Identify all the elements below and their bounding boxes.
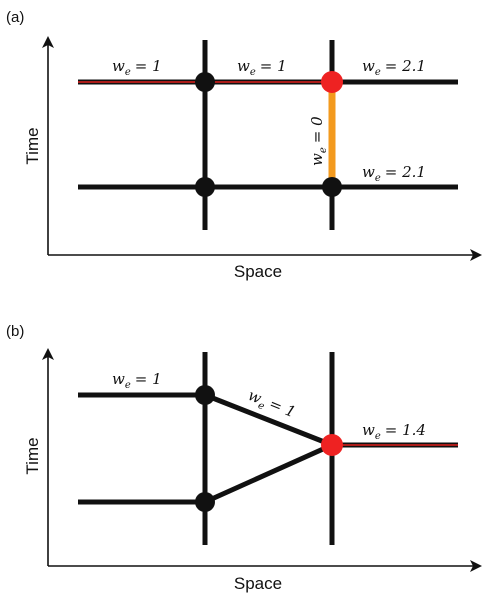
panel-b-edge-label-2: we= 1 <box>244 386 298 424</box>
panel-a-node-top-left <box>195 72 215 92</box>
panel-b-edge-label-3: we = 1.4 <box>362 421 426 442</box>
panel-b-node-top <box>195 385 215 405</box>
panel-b-x-axis-label: Space <box>234 574 282 593</box>
panel-b-edge-label-1: we = 1 <box>112 370 162 391</box>
panel-a-node-bottom-left <box>195 177 215 197</box>
panel-a: (a) Space Time we = 1 we = 1 we = 2.1 we= 0… <box>6 9 482 281</box>
panel-a-edge-label-1: we = 1 <box>112 57 162 78</box>
panel-b-diagonal-bottom <box>203 442 334 505</box>
panel-a-x-axis-label: Space <box>234 262 282 281</box>
panel-b-label: (b) <box>6 323 24 340</box>
panel-a-edge-label-2: we = 1 <box>237 57 287 78</box>
panel-a-label: (a) <box>6 9 24 26</box>
panel-a-node-highlight <box>321 71 343 93</box>
panel-a-edge-label-vertical: we= 0 <box>308 116 329 166</box>
panel-a-edge-label-5: we = 2.1 <box>362 163 426 184</box>
panel-b-y-axis-label: Time <box>23 437 42 474</box>
panel-b-node-bottom <box>195 492 215 512</box>
panel-b-diagonal-top <box>204 392 333 448</box>
panel-a-node-bottom-right <box>322 177 342 197</box>
panel-a-y-axis-label: Time <box>23 127 42 164</box>
panel-a-edge-label-3: we = 2.1 <box>362 57 426 78</box>
panel-b: (b) Space Time we = 1 we= 1 we = 1.4 <box>6 323 482 593</box>
panel-b-node-highlight <box>321 434 343 456</box>
